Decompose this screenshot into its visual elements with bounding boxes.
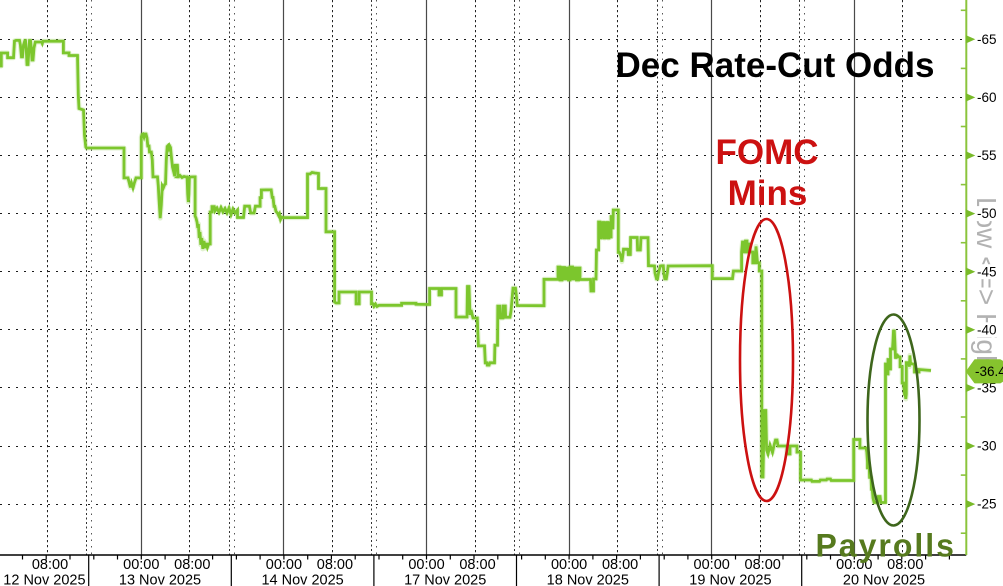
svg-text:00:00: 00:00 bbox=[836, 557, 872, 573]
svg-text:-25: -25 bbox=[977, 497, 997, 512]
svg-text:00:00: 00:00 bbox=[694, 557, 730, 573]
svg-text:08:00: 08:00 bbox=[174, 557, 210, 573]
svg-text:18 Nov 2025: 18 Nov 2025 bbox=[547, 573, 629, 586]
svg-text:17 Nov 2025: 17 Nov 2025 bbox=[404, 573, 486, 586]
svg-text:08:00: 08:00 bbox=[887, 557, 923, 573]
svg-text:Mins: Mins bbox=[728, 174, 808, 213]
svg-text:-36.4: -36.4 bbox=[975, 364, 1003, 379]
svg-text:08:00: 08:00 bbox=[317, 557, 353, 573]
svg-text:-35: -35 bbox=[977, 381, 997, 396]
svg-text:00:00: 00:00 bbox=[551, 557, 587, 573]
svg-text:-45: -45 bbox=[977, 264, 997, 279]
svg-text:-30: -30 bbox=[977, 439, 997, 454]
svg-text:-55: -55 bbox=[977, 148, 997, 163]
svg-text:08:00: 08:00 bbox=[745, 557, 781, 573]
svg-text:12 Nov 2025: 12 Nov 2025 bbox=[3, 573, 85, 586]
svg-text:FOMC: FOMC bbox=[715, 133, 818, 172]
svg-text:14 Nov 2025: 14 Nov 2025 bbox=[261, 573, 343, 586]
svg-text:Dec Rate-Cut Odds: Dec Rate-Cut Odds bbox=[616, 46, 935, 85]
svg-text:Low <=> High: Low <=> High bbox=[971, 197, 1002, 371]
svg-text:-40: -40 bbox=[977, 322, 997, 337]
svg-text:00:00: 00:00 bbox=[266, 557, 302, 573]
svg-text:13 Nov 2025: 13 Nov 2025 bbox=[119, 573, 201, 586]
svg-text:00:00: 00:00 bbox=[123, 557, 159, 573]
svg-text:19 Nov 2025: 19 Nov 2025 bbox=[689, 573, 771, 586]
svg-text:08:00: 08:00 bbox=[32, 557, 68, 573]
svg-text:Payrolls: Payrolls bbox=[815, 528, 956, 564]
svg-text:00:00: 00:00 bbox=[408, 557, 444, 573]
svg-text:-50: -50 bbox=[977, 206, 997, 221]
svg-text:-60: -60 bbox=[977, 90, 997, 105]
svg-text:20 Nov 2025: 20 Nov 2025 bbox=[843, 573, 925, 586]
svg-text:-65: -65 bbox=[977, 32, 997, 47]
svg-text:08:00: 08:00 bbox=[459, 557, 495, 573]
svg-text:08:00: 08:00 bbox=[602, 557, 638, 573]
